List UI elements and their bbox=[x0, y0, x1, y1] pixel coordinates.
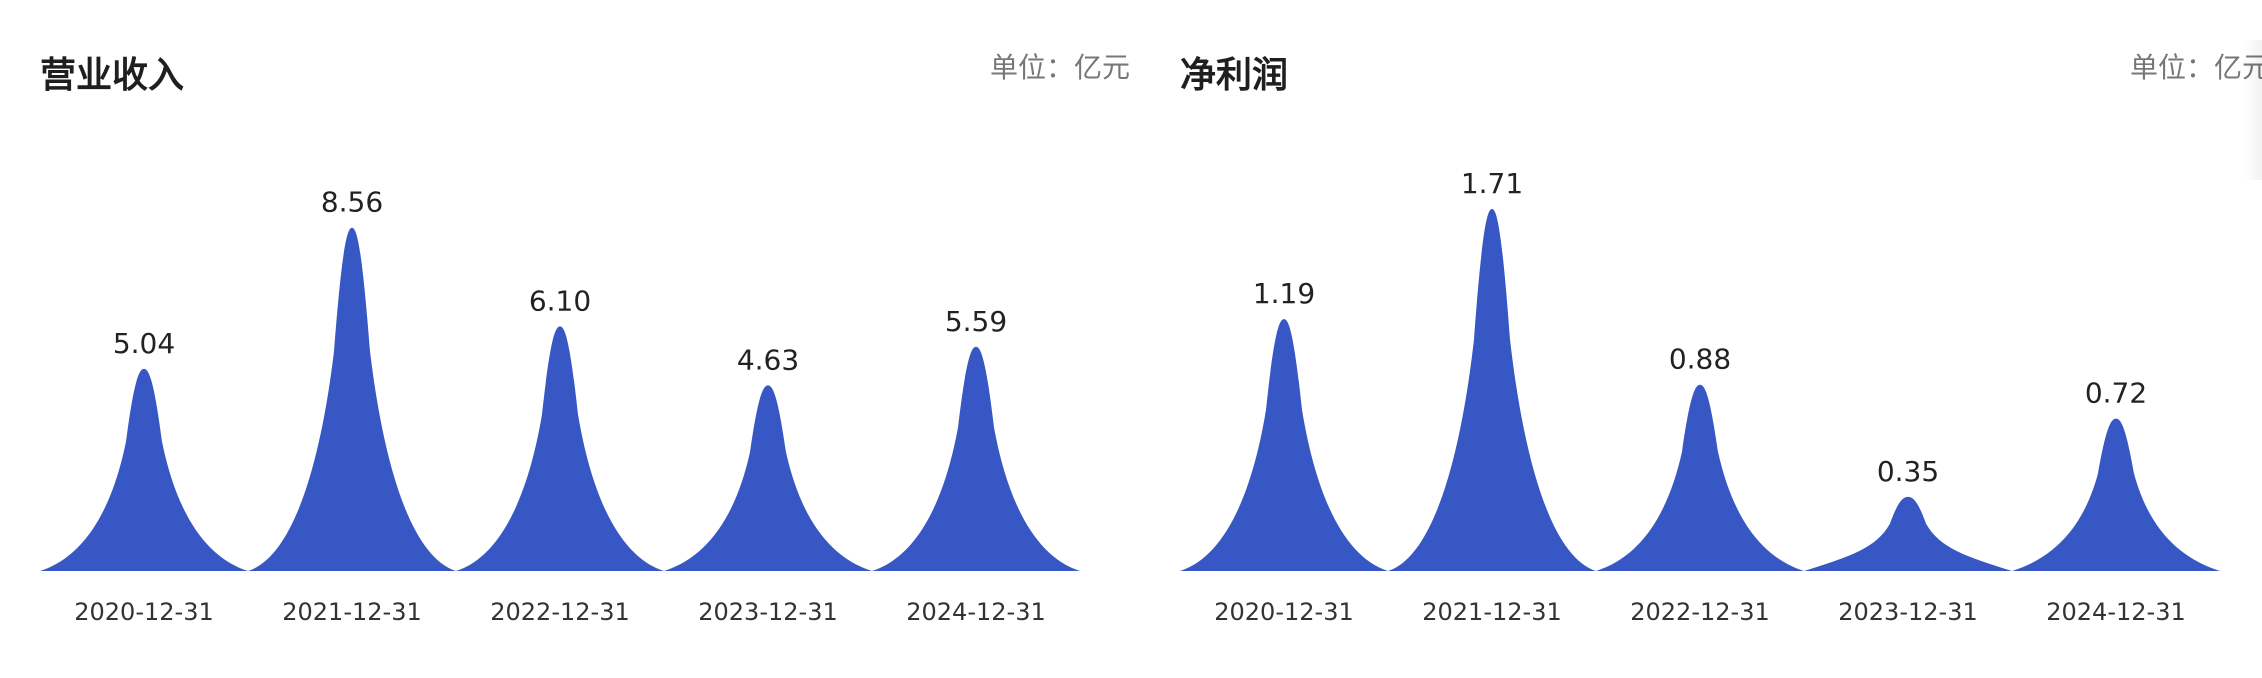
x-tick-label: 2022-12-31 bbox=[490, 598, 629, 626]
value-label: 4.63 bbox=[737, 343, 799, 376]
x-tick-label: 2021-12-31 bbox=[1422, 598, 1561, 626]
edge-shadow bbox=[2244, 40, 2262, 180]
x-tick-label: 2024-12-31 bbox=[906, 598, 1045, 626]
peak-2021-12-31[interactable] bbox=[1388, 209, 1596, 572]
value-label: 5.04 bbox=[113, 327, 175, 360]
net-profit-chart: 1.19 2020-12-31 1.71 2021-12-31 0.88 2022-12-… bbox=[1180, 167, 2220, 626]
peak-2020-12-31[interactable] bbox=[40, 368, 248, 571]
x-tick-label: 2022-12-31 bbox=[1630, 598, 1769, 626]
peak-2020-12-31[interactable] bbox=[1180, 319, 1388, 571]
value-label: 5.59 bbox=[945, 305, 1007, 338]
unit-label: 单位：亿元 bbox=[989, 51, 1130, 84]
value-label: 0.35 bbox=[1877, 455, 1939, 488]
value-label: 1.19 bbox=[1253, 277, 1315, 310]
peak-2022-12-31[interactable] bbox=[1596, 384, 1804, 571]
x-tick-label: 2024-12-31 bbox=[2046, 598, 2185, 626]
x-tick-label: 2021-12-31 bbox=[282, 598, 421, 626]
peak-2022-12-31[interactable] bbox=[456, 326, 664, 571]
peak-2021-12-31[interactable] bbox=[248, 227, 456, 571]
value-label: 0.72 bbox=[2085, 377, 2147, 410]
chart-title: 营业收入 bbox=[40, 55, 185, 96]
unit-label: 单位：亿元 bbox=[2129, 51, 2262, 84]
value-label: 1.71 bbox=[1461, 167, 1523, 200]
x-tick-label: 2023-12-31 bbox=[1838, 598, 1977, 626]
x-tick-label: 2020-12-31 bbox=[74, 598, 213, 626]
value-label: 0.88 bbox=[1669, 343, 1731, 376]
peak-2024-12-31[interactable] bbox=[2012, 418, 2220, 571]
peak-2023-12-31[interactable] bbox=[1804, 496, 2012, 571]
x-tick-label: 2023-12-31 bbox=[698, 598, 837, 626]
peak-2024-12-31[interactable] bbox=[872, 346, 1080, 571]
revenue-chart: 5.04 2020-12-31 8.56 2021-12-31 6.10 2022-12-… bbox=[40, 186, 1080, 626]
value-label: 8.56 bbox=[321, 186, 383, 219]
value-label: 6.10 bbox=[529, 284, 591, 317]
revenue-chart-panel: 营业收入 单位：亿元 5.04 2020-12-31 8.56 2021-12-31 6… bbox=[40, 0, 1130, 678]
peak-2023-12-31[interactable] bbox=[664, 385, 872, 571]
net-profit-chart-panel: 净利润 单位：亿元 1.19 2020-12-31 1.71 2021-12-31 0.… bbox=[1180, 0, 2262, 678]
chart-title: 净利润 bbox=[1180, 55, 1289, 96]
x-tick-label: 2020-12-31 bbox=[1214, 598, 1353, 626]
